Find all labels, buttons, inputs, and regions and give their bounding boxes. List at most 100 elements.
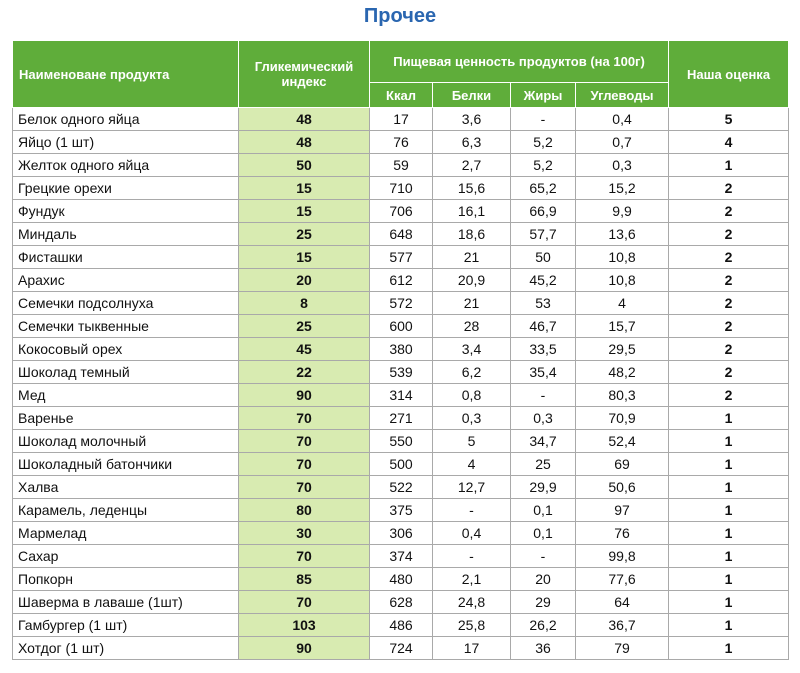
- product-name-cell: Мед: [12, 383, 239, 407]
- kcal-cell: 710: [369, 176, 433, 200]
- protein-cell: 15,6: [432, 176, 511, 200]
- fat-cell: 25: [510, 452, 576, 476]
- carbs-cell: 52,4: [574, 429, 670, 453]
- product-name-cell: Кокосовый орех: [12, 337, 239, 361]
- fat-cell: -: [510, 544, 576, 568]
- kcal-cell: 612: [369, 268, 433, 292]
- product-name-cell: Шоколад темный: [12, 360, 239, 384]
- product-name-cell: Шоколадный батончики: [12, 452, 239, 476]
- protein-cell: 24,8: [432, 590, 511, 614]
- glycemic-index-cell: 25: [238, 314, 370, 338]
- fat-cell: 5,2: [510, 130, 576, 154]
- fat-cell: -: [510, 107, 576, 131]
- glycemic-index-cell: 45: [238, 337, 370, 361]
- kcal-cell: 572: [369, 291, 433, 315]
- rating-cell: 2: [668, 222, 790, 246]
- table-row: Кокосовый орех 45 380 3,4 33,5 29,5 2: [12, 337, 790, 361]
- carbs-cell: 79: [574, 636, 670, 660]
- fat-cell: 0,1: [510, 498, 576, 522]
- fat-cell: -: [510, 383, 576, 407]
- fat-cell: 5,2: [510, 153, 576, 177]
- table-row: Шаверма в лаваше (1шт) 70 628 24,8 29 64 1: [12, 590, 790, 614]
- glycemic-index-cell: 70: [238, 452, 370, 476]
- product-name-cell: Фундук: [12, 199, 239, 223]
- header-rating: Наша оценка: [668, 40, 790, 108]
- table-row: Хотдог (1 шт) 90 724 17 36 79 1: [12, 636, 790, 660]
- header-carbs: Углеводы: [574, 82, 670, 108]
- product-name-cell: Гамбургер (1 шт): [12, 613, 239, 637]
- glycemic-index-cell: 90: [238, 636, 370, 660]
- glycemic-index-cell: 70: [238, 544, 370, 568]
- carbs-cell: 9,9: [574, 199, 670, 223]
- product-name-cell: Шаверма в лаваше (1шт): [12, 590, 239, 614]
- protein-cell: 0,3: [432, 406, 511, 430]
- kcal-cell: 577: [369, 245, 433, 269]
- glycemic-index-cell: 22: [238, 360, 370, 384]
- table-row: Мармелад 30 306 0,4 0,1 76 1: [12, 521, 790, 545]
- product-name-cell: Сахар: [12, 544, 239, 568]
- fat-cell: 50: [510, 245, 576, 269]
- product-name-cell: Семечки подсолнуха: [12, 291, 239, 315]
- rating-cell: 1: [668, 567, 790, 591]
- product-name-cell: Желток одного яйца: [12, 153, 239, 177]
- rating-cell: 2: [668, 176, 790, 200]
- fat-cell: 0,3: [510, 406, 576, 430]
- table-row: Халва 70 522 12,7 29,9 50,6 1: [12, 475, 790, 499]
- protein-cell: 2,1: [432, 567, 511, 591]
- carbs-cell: 15,7: [574, 314, 670, 338]
- kcal-cell: 600: [369, 314, 433, 338]
- protein-cell: 2,7: [432, 153, 511, 177]
- table-row: Семечки подсолнуха 8 572 21 53 4 2: [12, 291, 790, 315]
- carbs-cell: 70,9: [574, 406, 670, 430]
- product-name-cell: Попкорн: [12, 567, 239, 591]
- fat-cell: 0,1: [510, 521, 576, 545]
- protein-cell: 6,2: [432, 360, 511, 384]
- fat-cell: 36: [510, 636, 576, 660]
- kcal-cell: 706: [369, 199, 433, 223]
- fat-cell: 46,7: [510, 314, 576, 338]
- product-name-cell: Варенье: [12, 406, 239, 430]
- table-row: Белок одного яйца 48 17 3,6-0,4 5: [12, 107, 790, 131]
- protein-cell: 17: [432, 636, 511, 660]
- product-name-cell: Семечки тыквенные: [12, 314, 239, 338]
- table-row: Желток одного яйца 50 59 2,7 5,2 0,3 1: [12, 153, 790, 177]
- glycemic-index-cell: 30: [238, 521, 370, 545]
- rating-cell: 1: [668, 429, 790, 453]
- protein-cell: 21: [432, 291, 511, 315]
- table-row: Варенье 70 271 0,3 0,3 70,9 1: [12, 406, 790, 430]
- rating-cell: 1: [668, 406, 790, 430]
- product-name-cell: Мармелад: [12, 521, 239, 545]
- kcal-cell: 539: [369, 360, 433, 384]
- protein-cell: 21: [432, 245, 511, 269]
- nutrition-table: Наименоване продукта Гликемический индек…: [12, 40, 790, 660]
- kcal-cell: 374: [369, 544, 433, 568]
- kcal-cell: 724: [369, 636, 433, 660]
- carbs-cell: 76: [574, 521, 670, 545]
- kcal-cell: 314: [369, 383, 433, 407]
- protein-cell: 5: [432, 429, 511, 453]
- rating-cell: 1: [668, 521, 790, 545]
- glycemic-index-cell: 50: [238, 153, 370, 177]
- carbs-cell: 15,2: [574, 176, 670, 200]
- glycemic-index-cell: 70: [238, 429, 370, 453]
- rating-cell: 1: [668, 613, 790, 637]
- carbs-cell: 29,5: [574, 337, 670, 361]
- glycemic-index-cell: 20: [238, 268, 370, 292]
- product-name-cell: Яйцо (1 шт): [12, 130, 239, 154]
- kcal-cell: 306: [369, 521, 433, 545]
- glycemic-index-cell: 15: [238, 176, 370, 200]
- rating-cell: 1: [668, 636, 790, 660]
- carbs-cell: 36,7: [574, 613, 670, 637]
- glycemic-index-cell: 48: [238, 107, 370, 131]
- rating-cell: 1: [668, 590, 790, 614]
- carbs-cell: 99,8: [574, 544, 670, 568]
- rating-cell: 2: [668, 383, 790, 407]
- carbs-cell: 69: [574, 452, 670, 476]
- product-name-cell: Карамель, леденцы: [12, 498, 239, 522]
- kcal-cell: 375: [369, 498, 433, 522]
- kcal-cell: 522: [369, 475, 433, 499]
- carbs-cell: 0,3: [574, 153, 670, 177]
- carbs-cell: 97: [574, 498, 670, 522]
- product-name-cell: Хотдог (1 шт): [12, 636, 239, 660]
- header-kcal: Ккал: [369, 82, 433, 108]
